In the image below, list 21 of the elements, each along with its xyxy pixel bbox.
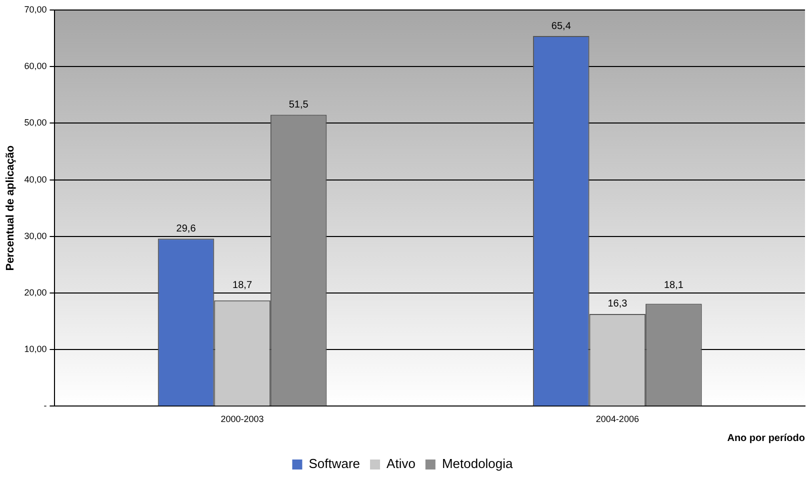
data-label: 18,1 [664,280,684,291]
x-tick-label: 2000-2003 [220,414,264,424]
x-tick-label: 2004-2006 [596,414,639,424]
y-tick-label: - [44,400,47,411]
data-label: 18,7 [232,280,252,291]
y-tick-label: 40,00 [24,174,47,184]
y-tick-label: 30,00 [24,230,47,241]
y-tick-label: 60,00 [24,61,47,72]
data-label: 51,5 [288,99,309,110]
data-label: 29,6 [176,223,196,234]
y-tick-label: 20,00 [24,287,47,298]
legend-label: Metodologia [442,456,514,472]
y-axis-title: Percentual de aplicação [4,145,17,271]
y-tick-label: 10,00 [24,344,47,354]
y-tick-label: 50,00 [24,118,47,128]
legend-label: Software [308,456,360,472]
legend-label: Ativo [386,456,416,472]
x-axis-title: Ano por período [727,432,805,444]
data-label: 65,4 [551,20,572,32]
y-tick-label: 70,00 [24,4,47,14]
data-label: 16,3 [608,298,628,310]
